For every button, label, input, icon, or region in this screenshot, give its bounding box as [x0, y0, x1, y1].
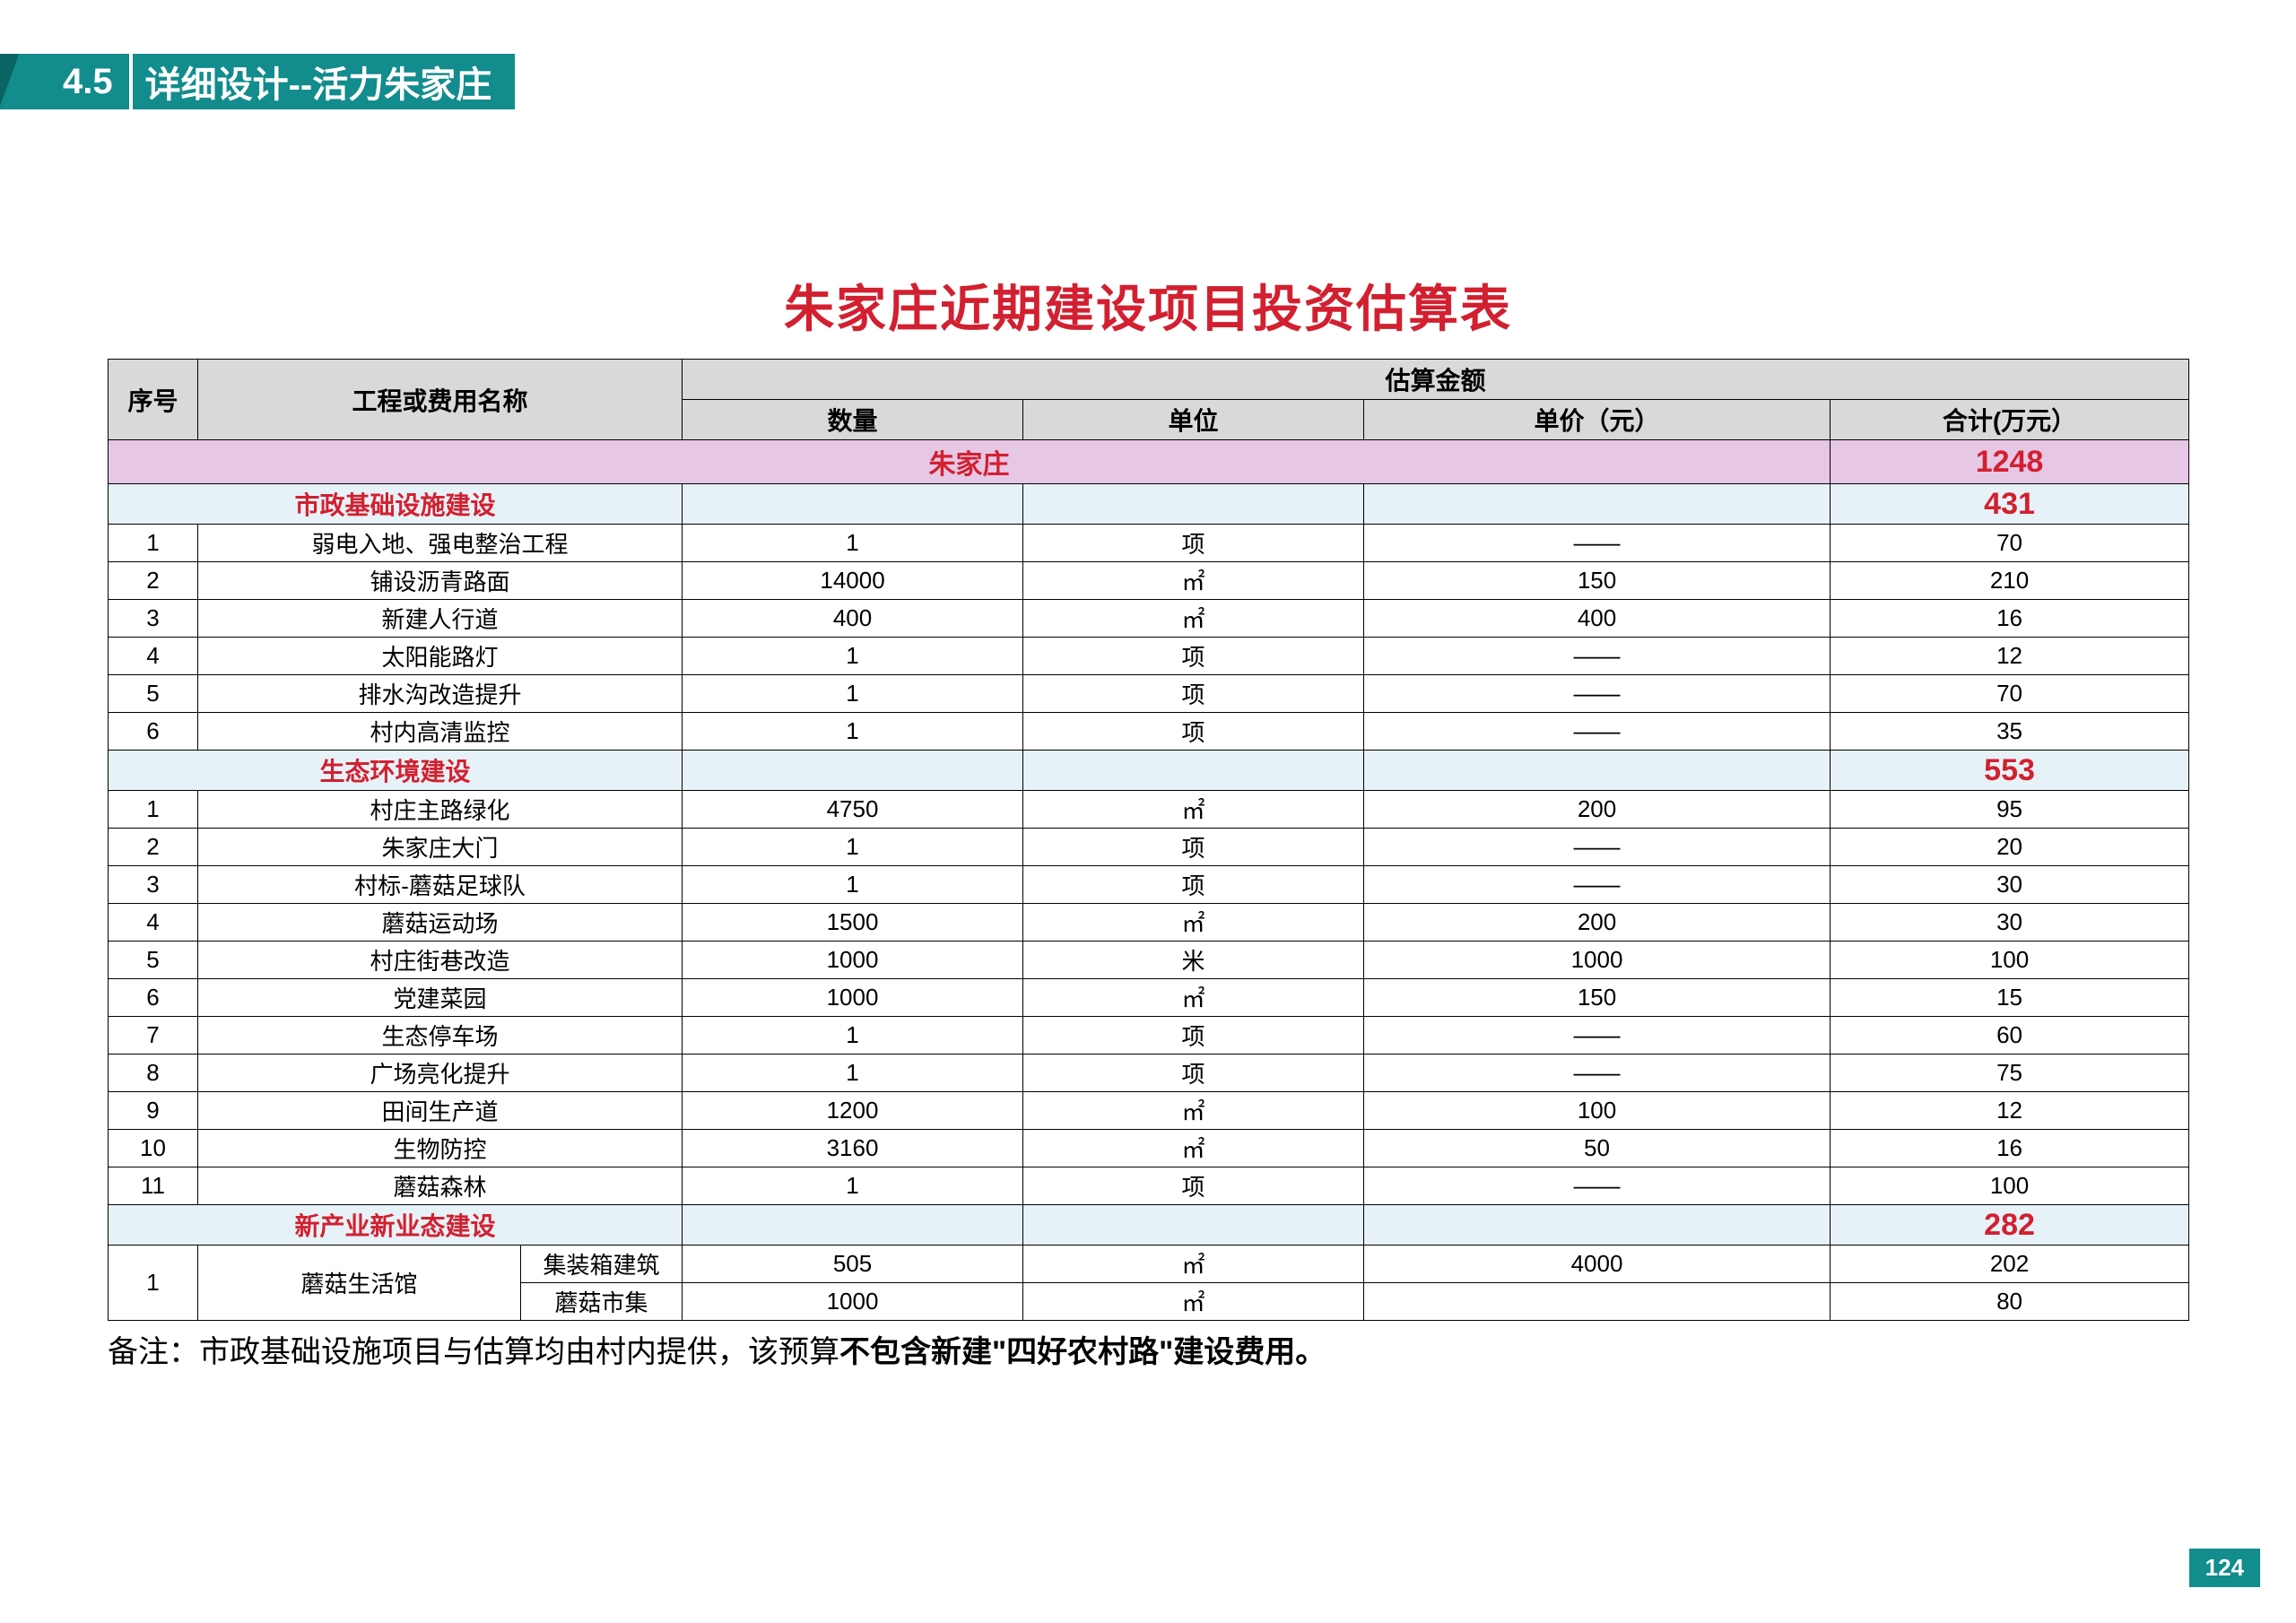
table-row: 1弱电入地、强电整治工程1项——70 — [109, 525, 2189, 562]
table-row: 3新建人行道400㎡40016 — [109, 600, 2189, 638]
table-row: 1村庄主路绿化4750㎡20095 — [109, 791, 2189, 829]
footnote: 备注：市政基础设施项目与估算均由村内提供，该预算不包含新建"四好农村路"建设费用… — [108, 1327, 1326, 1371]
table-main-title: 朱家庄近期建设项目投资估算表 — [784, 269, 1512, 342]
section-industry-label: 新产业新业态建设 — [109, 1205, 683, 1245]
col-price-header: 单价（元） — [1364, 400, 1831, 440]
section-eco-label: 生态环境建设 — [109, 751, 683, 791]
table-row: 2朱家庄大门1项——20 — [109, 829, 2189, 866]
table-row: 11蘑菇森林1项——100 — [109, 1167, 2189, 1205]
section-header: 4.5 详细设计--活力朱家庄 — [0, 54, 515, 109]
col-est-group-header: 估算金额 — [683, 360, 2189, 400]
table-row: 9田间生产道1200㎡10012 — [109, 1092, 2189, 1130]
section-eco-total: 553 — [1831, 751, 2189, 791]
table-row: 3村标-蘑菇足球队1项——30 — [109, 866, 2189, 904]
page-number: 124 — [2189, 1549, 2260, 1587]
col-idx-header: 序号 — [109, 360, 198, 440]
table-row: 10生物防控3160㎡5016 — [109, 1130, 2189, 1167]
footnote-bold: 不包含新建"四好农村路"建设费用。 — [839, 1335, 1326, 1369]
table-row: 7生态停车场1项——60 — [109, 1017, 2189, 1055]
table-row: 1 蘑菇生活馆 集装箱建筑 505 ㎡ 4000 202 — [109, 1245, 2189, 1283]
table-row: 8广场亮化提升1项——75 — [109, 1055, 2189, 1092]
section-municipal-total: 431 — [1831, 484, 2189, 525]
table-row: 5排水沟改造提升1项——70 — [109, 675, 2189, 713]
village-label: 朱家庄 — [109, 440, 1831, 484]
col-name-header: 工程或费用名称 — [198, 360, 683, 440]
table-row: 5村庄街巷改造1000米1000100 — [109, 942, 2189, 979]
section-municipal-label: 市政基础设施建设 — [109, 484, 683, 525]
col-sum-header: 合计(万元） — [1831, 400, 2189, 440]
investment-table: 序号 工程或费用名称 估算金额 数量 单位 单价（元） 合计(万元） 朱家庄 1… — [108, 359, 2188, 1321]
village-total: 1248 — [1831, 440, 2189, 484]
col-unit-header: 单位 — [1023, 400, 1364, 440]
table-row: 4太阳能路灯1项——12 — [109, 638, 2189, 675]
section-number: 4.5 — [0, 54, 129, 109]
table-row: 4蘑菇运动场1500㎡20030 — [109, 904, 2189, 942]
col-qty-header: 数量 — [683, 400, 1023, 440]
table-row: 6党建菜园1000㎡15015 — [109, 979, 2189, 1017]
section-title: 详细设计--活力朱家庄 — [133, 54, 516, 109]
table-row: 2铺设沥青路面14000㎡150210 — [109, 562, 2189, 600]
section-industry-total: 282 — [1831, 1205, 2189, 1245]
footnote-prefix: 备注：市政基础设施项目与估算均由村内提供，该预算 — [108, 1335, 839, 1369]
table-row: 6村内高清监控1项——35 — [109, 713, 2189, 751]
